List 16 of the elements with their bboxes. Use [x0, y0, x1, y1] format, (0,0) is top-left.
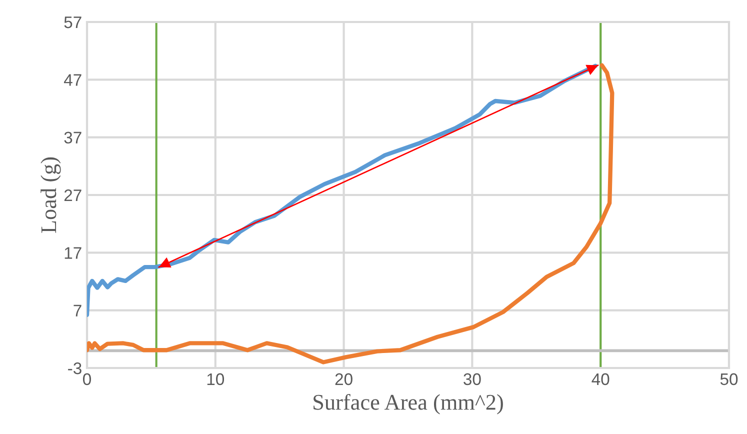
x-tick-label: 10 [207, 373, 224, 386]
y-axis-title: Load (g) [40, 157, 61, 233]
y-tick-label: 37 [64, 132, 82, 144]
y-tick-label: 57 [64, 16, 82, 28]
y-tick-label: 7 [74, 304, 82, 316]
line-series [87, 63, 614, 364]
x-tick-label: 20 [335, 373, 352, 386]
y-tick-label: 27 [64, 189, 82, 202]
x-tick-label: 40 [592, 373, 610, 386]
x-tick-label: 30 [464, 373, 481, 386]
x-tick-label: 0 [83, 373, 91, 386]
x-axis-title: Surface Area (mm^2) [314, 394, 503, 414]
x-tick-label: 50 [720, 373, 738, 386]
y-tick-label: -3 [68, 362, 82, 374]
y-tick-label: 17 [64, 247, 82, 259]
y-tick-label: 47 [64, 74, 82, 86]
